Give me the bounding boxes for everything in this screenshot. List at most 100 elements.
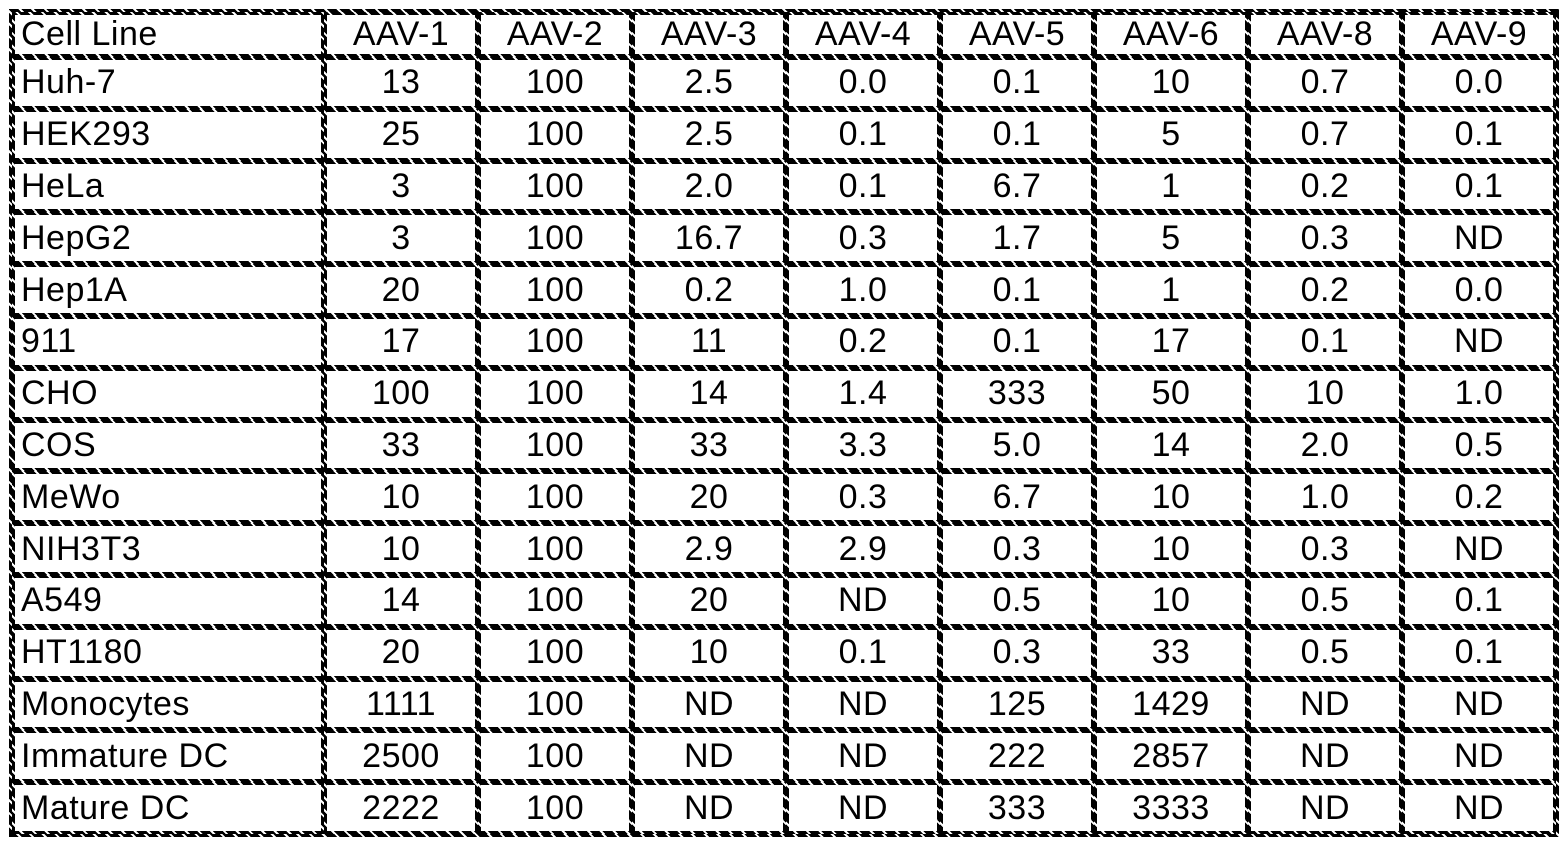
value-cell: 0.1 [786,626,940,679]
value-cell: 0.1 [786,160,940,213]
value-cell: 1.7 [940,212,1094,265]
value-cell: 2222 [324,782,478,834]
value-cell: 10 [1094,57,1248,109]
value-cell: 1.4 [786,367,940,420]
value-cell: 0.1 [1402,626,1556,679]
value-cell: ND [1402,678,1556,731]
value-cell: 0.3 [1248,523,1402,575]
row-label-cell: HepG2 [12,212,324,265]
value-cell: 333 [940,782,1094,834]
value-cell: ND [1402,315,1556,368]
value-cell: 0.1 [940,315,1094,368]
value-cell: 2.5 [632,108,786,161]
value-cell: 100 [478,264,632,316]
value-cell: 0.3 [1248,212,1402,265]
header-cell-cell-line: Cell Line [12,12,324,57]
table-row: NIH3T3 10 100 2.9 2.9 0.3 10 0.3 ND [12,523,1556,575]
value-cell: ND [1402,212,1556,265]
row-label-cell: 911 [12,315,324,368]
value-cell: 0.2 [632,264,786,316]
value-cell: 5 [1094,212,1248,265]
value-cell: 13 [324,57,478,109]
value-cell: 0.2 [1402,471,1556,524]
value-cell: 14 [1094,419,1248,472]
value-cell: 10 [324,471,478,524]
value-cell: 100 [478,108,632,161]
value-cell: 100 [478,367,632,420]
table-row: HeLa 3 100 2.0 0.1 6.7 1 0.2 0.1 [12,160,1556,213]
value-cell: 100 [478,678,632,731]
table-header: Cell Line AAV-1 AAV-2 AAV-3 AAV-4 AAV-5 AAV-6 A… [12,12,1556,57]
row-label-cell: HT1180 [12,626,324,679]
table-body: Huh-7 13 100 2.5 0.0 0.1 10 0.7 0.0 HEK293 25 100 2.… [12,57,1556,834]
value-cell: 33 [324,419,478,472]
value-cell: 0.1 [1248,315,1402,368]
value-cell: 0.7 [1248,108,1402,161]
row-label-cell: Hep1A [12,264,324,316]
aav-transduction-table: Cell Line AAV-1 AAV-2 AAV-3 AAV-4 AAV-5 AAV-6 A… [9,9,1559,837]
value-cell: 1 [1094,264,1248,316]
table-row: HT1180 20 100 10 0.1 0.3 33 0.5 0.1 [12,626,1556,679]
row-label-cell: MeWo [12,471,324,524]
value-cell: 100 [478,471,632,524]
table-row: CHO 100 100 14 1.4 333 50 10 1.0 [12,367,1556,420]
value-cell: 0.1 [1402,160,1556,213]
value-cell: 2.9 [786,523,940,575]
value-cell: 0.2 [1248,160,1402,213]
value-cell: ND [786,678,940,731]
table-row: Immature DC 2500 100 ND ND 222 2857 ND ND [12,730,1556,783]
value-cell: 1.0 [1402,367,1556,420]
row-label-cell: HeLa [12,160,324,213]
value-cell: 0.5 [1402,419,1556,472]
value-cell: 0.3 [786,471,940,524]
value-cell: 14 [324,574,478,627]
value-cell: 333 [940,367,1094,420]
value-cell: ND [632,678,786,731]
value-cell: 222 [940,730,1094,783]
value-cell: 2.0 [632,160,786,213]
value-cell: ND [1402,782,1556,834]
value-cell: 2.5 [632,57,786,109]
value-cell: 33 [632,419,786,472]
value-cell: 20 [632,574,786,627]
value-cell: 100 [478,315,632,368]
header-row: Cell Line AAV-1 AAV-2 AAV-3 AAV-4 AAV-5 AAV-6 A… [12,12,1556,57]
value-cell: 100 [478,730,632,783]
value-cell: 1.0 [1248,471,1402,524]
row-label-cell: NIH3T3 [12,523,324,575]
table-row: 911 17 100 11 0.2 0.1 17 0.1 ND [12,315,1556,368]
row-label-cell: Mature DC [12,782,324,834]
value-cell: 10 [1094,574,1248,627]
value-cell: 3.3 [786,419,940,472]
value-cell: 0.2 [1248,264,1402,316]
value-cell: 100 [478,160,632,213]
value-cell: 5 [1094,108,1248,161]
value-cell: ND [786,574,940,627]
value-cell: 100 [478,212,632,265]
value-cell: 0.3 [940,523,1094,575]
value-cell: 6.7 [940,160,1094,213]
value-cell: 2.0 [1248,419,1402,472]
row-label-cell: COS [12,419,324,472]
value-cell: ND [1402,523,1556,575]
row-label-cell: CHO [12,367,324,420]
value-cell: ND [786,782,940,834]
value-cell: 100 [478,419,632,472]
value-cell: ND [1248,730,1402,783]
header-cell: AAV-6 [1094,12,1248,57]
row-label-cell: Huh-7 [12,57,324,109]
header-cell: AAV-2 [478,12,632,57]
value-cell: 1111 [324,678,478,731]
value-cell: 100 [478,523,632,575]
value-cell: 5.0 [940,419,1094,472]
value-cell: 0.1 [940,108,1094,161]
row-label-cell: Monocytes [12,678,324,731]
value-cell: 10 [324,523,478,575]
value-cell: 1 [1094,160,1248,213]
table-row: Hep1A 20 100 0.2 1.0 0.1 1 0.2 0.0 [12,264,1556,316]
value-cell: 1429 [1094,678,1248,731]
value-cell: 0.5 [940,574,1094,627]
value-cell: 17 [324,315,478,368]
table-row: Mature DC 2222 100 ND ND 333 3333 ND ND [12,782,1556,834]
